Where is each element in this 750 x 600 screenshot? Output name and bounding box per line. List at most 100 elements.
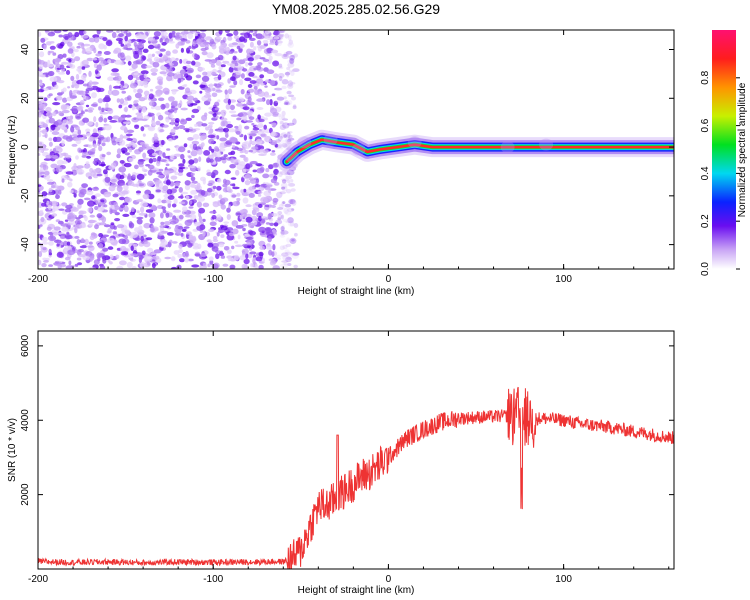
noise-speckle xyxy=(239,79,244,86)
noise-speckle xyxy=(218,194,223,199)
noise-speckle xyxy=(282,254,290,261)
noise-speckle xyxy=(274,254,282,258)
noise-speckle xyxy=(255,78,264,84)
noise-speckle xyxy=(69,90,73,97)
noise-speckle xyxy=(208,256,214,262)
noise-speckle xyxy=(38,251,43,258)
noise-speckle xyxy=(148,93,154,100)
noise-speckle xyxy=(176,73,181,80)
noise-speckle xyxy=(153,56,160,63)
noise-speckle xyxy=(159,129,165,133)
noise-speckle xyxy=(280,263,288,269)
noise-speckle xyxy=(85,96,90,100)
noise-speckle xyxy=(181,84,187,88)
noise-speckle xyxy=(245,204,252,208)
noise-speckle xyxy=(62,34,71,39)
noise-speckle xyxy=(156,161,161,167)
noise-speckle xyxy=(223,154,228,158)
noise-speckle xyxy=(118,104,123,109)
noise-speckle xyxy=(49,76,58,82)
noise-speckle xyxy=(90,220,97,223)
noise-speckle xyxy=(110,222,115,226)
noise-speckle xyxy=(185,250,189,257)
noise-speckle xyxy=(230,183,235,187)
noise-speckle xyxy=(77,147,82,153)
noise-speckle xyxy=(162,185,169,192)
noise-speckle xyxy=(179,59,183,64)
noise-speckle xyxy=(60,41,65,47)
noise-speckle xyxy=(178,214,184,220)
noise-speckle xyxy=(163,73,167,77)
noise-speckle xyxy=(97,243,104,249)
noise-speckle xyxy=(138,163,144,168)
noise-speckle xyxy=(256,34,265,40)
noise-speckle xyxy=(286,71,290,78)
noise-speckle xyxy=(46,112,53,117)
noise-speckle xyxy=(94,69,99,75)
noise-speckle xyxy=(200,189,206,196)
noise-speckle xyxy=(45,74,49,78)
noise-speckle xyxy=(254,54,262,59)
noise-speckle xyxy=(166,60,170,64)
noise-speckle xyxy=(142,157,150,161)
noise-speckle xyxy=(80,113,84,117)
noise-speckle xyxy=(272,60,280,67)
noise-speckle xyxy=(127,74,134,81)
noise-speckle xyxy=(191,235,197,241)
noise-speckle xyxy=(116,153,121,159)
noise-speckle xyxy=(178,163,185,167)
noise-speckle xyxy=(178,201,186,205)
noise-speckle xyxy=(251,146,259,150)
noise-speckle xyxy=(279,120,284,125)
noise-speckle xyxy=(65,265,74,269)
noise-speckle xyxy=(161,199,167,204)
noise-speckle xyxy=(259,57,266,60)
noise-speckle xyxy=(70,58,76,64)
snr-plot-frame xyxy=(37,330,675,570)
noise-speckle xyxy=(281,252,289,257)
noise-speckle xyxy=(236,197,241,202)
noise-speckle xyxy=(281,179,287,184)
noise-speckle xyxy=(272,244,276,251)
noise-speckle xyxy=(194,123,198,127)
noise-speckle xyxy=(240,189,244,194)
noise-speckle xyxy=(40,216,45,223)
noise-speckle xyxy=(180,232,184,237)
noise-speckle xyxy=(285,102,291,106)
noise-speckle xyxy=(96,64,102,71)
noise-speckle xyxy=(286,131,291,139)
colorbar-tick-label: 0.4 xyxy=(700,166,711,180)
noise-speckle xyxy=(122,202,129,206)
noise-speckle xyxy=(248,72,255,77)
noise-speckle xyxy=(223,127,229,133)
noise-speckle xyxy=(182,206,188,213)
noise-speckle xyxy=(133,99,139,103)
noise-speckle xyxy=(190,199,197,204)
noise-speckle xyxy=(169,155,175,159)
noise-speckle xyxy=(229,264,236,269)
colorbar-tick-label: 0.2 xyxy=(700,214,711,228)
noise-speckle xyxy=(257,114,261,120)
noise-speckle xyxy=(102,255,106,262)
noise-speckle xyxy=(174,34,183,41)
noise-speckle xyxy=(174,228,182,234)
noise-speckle xyxy=(222,120,228,127)
noise-speckle xyxy=(245,61,249,67)
noise-speckle xyxy=(165,212,170,218)
noise-speckle xyxy=(65,136,74,142)
noise-speckle xyxy=(101,234,110,238)
noise-speckle xyxy=(54,136,62,142)
noise-speckle xyxy=(256,107,264,110)
noise-speckle xyxy=(77,203,82,209)
noise-speckle xyxy=(245,236,254,241)
noise-speckle xyxy=(269,42,276,45)
noise-speckle xyxy=(146,58,153,62)
noise-speckle xyxy=(41,263,47,268)
x-tick-label: -200 xyxy=(28,574,48,585)
noise-speckle xyxy=(166,75,173,82)
ridge-blob xyxy=(351,143,366,156)
noise-speckle xyxy=(278,66,284,70)
noise-speckle xyxy=(126,261,133,269)
noise-speckle xyxy=(241,141,248,147)
noise-speckle xyxy=(43,97,48,102)
